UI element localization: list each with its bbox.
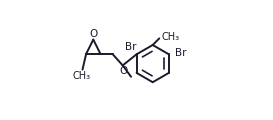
Text: O: O xyxy=(89,29,97,39)
Text: CH₃: CH₃ xyxy=(73,71,91,81)
Text: Br: Br xyxy=(125,42,137,52)
Text: CH₃: CH₃ xyxy=(161,32,179,42)
Text: O: O xyxy=(119,66,127,76)
Text: Br: Br xyxy=(176,48,187,58)
